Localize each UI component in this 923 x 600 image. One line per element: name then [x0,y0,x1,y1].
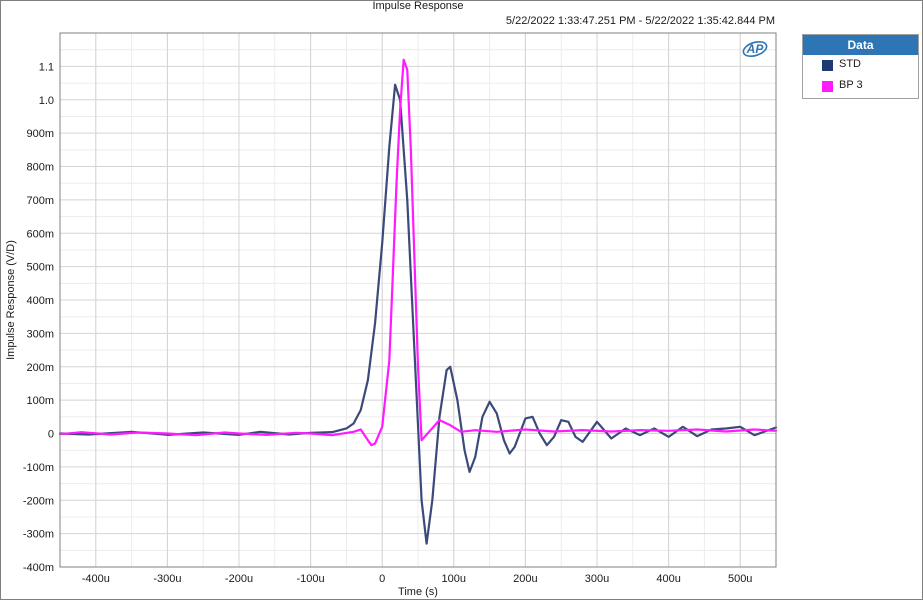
grid [59,33,777,568]
legend-panel: Data STD BP 3 [802,34,919,99]
y-tick-label: -100m [23,462,54,474]
y-tick-label: 700m [26,195,54,207]
x-tick-label: 400u [656,573,680,585]
chart-title: Impulse Response [372,0,464,12]
legend-item-bp3[interactable]: BP 3 [803,76,918,97]
y-tick-label: 1.0 [39,95,54,107]
x-tick-label: 0 [379,573,385,585]
y-tick-label: 100m [26,395,54,407]
y-tick-label: 300m [26,328,54,340]
y-tick-label: 800m [26,162,54,174]
y-tick-label: 0 [48,429,54,441]
legend-header: Data [803,35,918,55]
y-tick-label: 600m [26,228,54,240]
legend-label-bp3: BP 3 [839,79,863,91]
ap-logo-icon: AP [741,40,769,58]
x-tick-label: -200u [225,573,253,585]
axes: -400m -300m -200m -100m 0 100m 200m 300m 400m 500… [5,32,777,598]
y-tick-label: 1.1 [39,61,54,73]
y-tick-label: -300m [23,529,54,541]
x-tick-label: 200u [513,573,537,585]
series-layer [58,58,778,545]
x-tick-label: 500u [728,573,752,585]
y-tick-label: 200m [26,362,54,374]
legend-swatch-std [822,60,833,71]
plot-border [59,32,777,568]
x-tick-label: -300u [153,573,181,585]
y-axis-label: Impulse Response (V/D) [5,240,17,360]
x-tick-label: 100u [442,573,466,585]
x-tick-label: 300u [585,573,609,585]
y-tick-label: 500m [26,262,54,274]
x-tick-label: -100u [297,573,325,585]
legend-label-std: STD [839,58,861,70]
legend-swatch-bp3 [822,81,833,92]
y-tick-label: 900m [26,128,54,140]
y-tick-label: 400m [26,295,54,307]
chart-subtitle: 5/22/2022 1:33:47.251 PM - 5/22/2022 1:3… [505,15,775,27]
y-tick-label: -400m [23,562,54,574]
series-line-bp-3 [58,58,778,447]
y-tick-label: -200m [23,495,54,507]
x-axis-label: Time (s) [398,586,438,598]
legend-item-std[interactable]: STD [803,55,918,76]
svg-text:AP: AP [746,42,765,56]
x-tick-label: -400u [82,573,110,585]
